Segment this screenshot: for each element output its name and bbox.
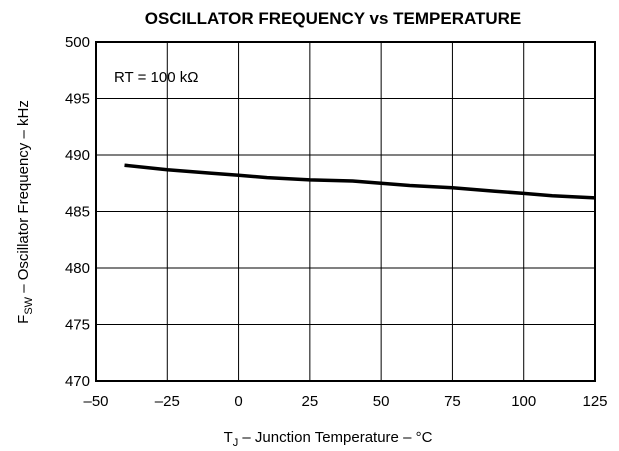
x-tick-label: 100	[511, 393, 536, 410]
y-axis-label-subscript: SW	[23, 296, 35, 314]
y-tick-label: 495	[65, 91, 90, 108]
x-tick-label: 75	[444, 393, 461, 410]
series-line-0	[124, 163, 596, 200]
y-tick-label: 480	[65, 260, 90, 277]
y-axis-label-prefix: F	[15, 315, 32, 324]
y-tick-label: 490	[65, 147, 90, 164]
x-axis-label-prefix: T	[224, 429, 233, 446]
y-axis-label: FSW – Oscillator Frequency – kHz	[15, 100, 35, 324]
x-tick-label: 125	[582, 393, 607, 410]
series-group	[124, 163, 596, 200]
x-axis-label-rest: – Junction Temperature – °C	[238, 429, 432, 446]
x-tick-label: 25	[302, 393, 319, 410]
y-tick-label: 470	[65, 373, 90, 390]
y-tick-label: 500	[65, 34, 90, 51]
plot-frame	[95, 41, 596, 382]
x-tick-label: –50	[83, 393, 108, 410]
x-axis-label-subscript: J	[233, 437, 239, 449]
x-tick-labels: –50 –25 0 25 50 75 100 125	[83, 393, 607, 410]
chart-title: OSCILLATOR FREQUENCY vs TEMPERATURE	[145, 9, 522, 28]
x-tick-label: 50	[373, 393, 390, 410]
y-tick-labels: 470 475 480 485 490 495 500	[65, 34, 90, 390]
y-tick-label: 485	[65, 204, 90, 221]
grid	[95, 41, 596, 382]
y-axis-label-rest: – Oscillator Frequency – kHz	[15, 100, 32, 297]
annotation-rt: RT = 100 kΩ	[114, 69, 198, 86]
x-tick-label: 0	[234, 393, 242, 410]
x-axis-label: TJ – Junction Temperature – °C	[224, 429, 433, 449]
y-tick-label: 475	[65, 317, 90, 334]
x-tick-label: –25	[155, 393, 180, 410]
